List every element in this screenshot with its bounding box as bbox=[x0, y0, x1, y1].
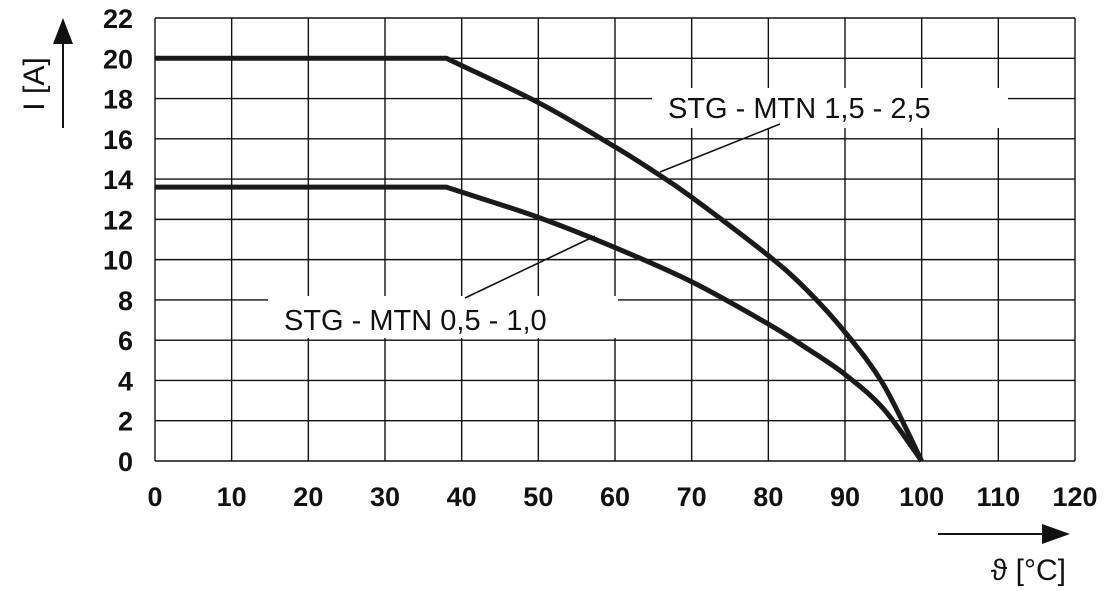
series-callout-line-1 bbox=[659, 123, 781, 173]
y-axis-label: I [A] bbox=[18, 57, 51, 110]
x-tick-label: 30 bbox=[370, 482, 400, 512]
x-tick-label: 20 bbox=[293, 482, 323, 512]
y-tick-label: 22 bbox=[103, 4, 133, 34]
series-label-1: STG - MTN 1,5 - 2,5 bbox=[668, 93, 931, 125]
x-tick-label: 70 bbox=[677, 482, 707, 512]
y-tick-label: 8 bbox=[118, 286, 133, 316]
series-line-1 bbox=[155, 55, 924, 463]
y-tick-label: 20 bbox=[103, 44, 133, 74]
series-callouts: STG - MTN 1,5 - 2,5 STG - MTN 0,5 - 1,0 bbox=[268, 88, 1008, 338]
y-tick-label: 0 bbox=[118, 447, 133, 477]
x-tick-label: 60 bbox=[600, 482, 630, 512]
x-axis-label-group: ϑ [°C] bbox=[938, 524, 1070, 587]
x-tick-label: 0 bbox=[147, 482, 162, 512]
y-tick-label: 14 bbox=[103, 165, 133, 195]
series-line-2 bbox=[155, 184, 924, 463]
x-tick-label: 50 bbox=[523, 482, 553, 512]
y-tick-label: 10 bbox=[103, 246, 133, 276]
x-tick-label: 80 bbox=[753, 482, 783, 512]
x-axis-ticks: 0 10 20 30 40 50 60 70 80 90 100 110 120 bbox=[147, 482, 1097, 512]
series-label-bg-2 bbox=[268, 296, 618, 338]
y-tick-label: 6 bbox=[118, 326, 133, 356]
series-label-bg-1 bbox=[652, 88, 1008, 128]
x-tick-label: 40 bbox=[447, 482, 477, 512]
chart-series bbox=[155, 55, 924, 463]
chart-grid bbox=[154, 17, 1076, 462]
x-tick-label: 110 bbox=[977, 482, 1021, 512]
x-tick-label: 100 bbox=[899, 482, 944, 512]
series-label-2: STG - MTN 0,5 - 1,0 bbox=[284, 305, 547, 337]
y-axis-arrow-head-icon bbox=[53, 18, 73, 44]
y-tick-label: 12 bbox=[103, 205, 133, 235]
x-tick-label: 120 bbox=[1052, 482, 1097, 512]
x-axis-arrow-head-icon bbox=[1042, 524, 1070, 544]
x-axis-label: ϑ [°C] bbox=[991, 554, 1066, 587]
y-axis-label-group: I [A] bbox=[18, 18, 73, 128]
y-tick-label: 18 bbox=[103, 85, 133, 115]
x-tick-label: 90 bbox=[830, 482, 860, 512]
y-tick-label: 2 bbox=[118, 407, 133, 437]
x-tick-label: 10 bbox=[217, 482, 247, 512]
y-tick-label: 16 bbox=[103, 125, 133, 155]
series-callout-line-2 bbox=[464, 235, 596, 299]
y-tick-label: 4 bbox=[118, 366, 133, 396]
